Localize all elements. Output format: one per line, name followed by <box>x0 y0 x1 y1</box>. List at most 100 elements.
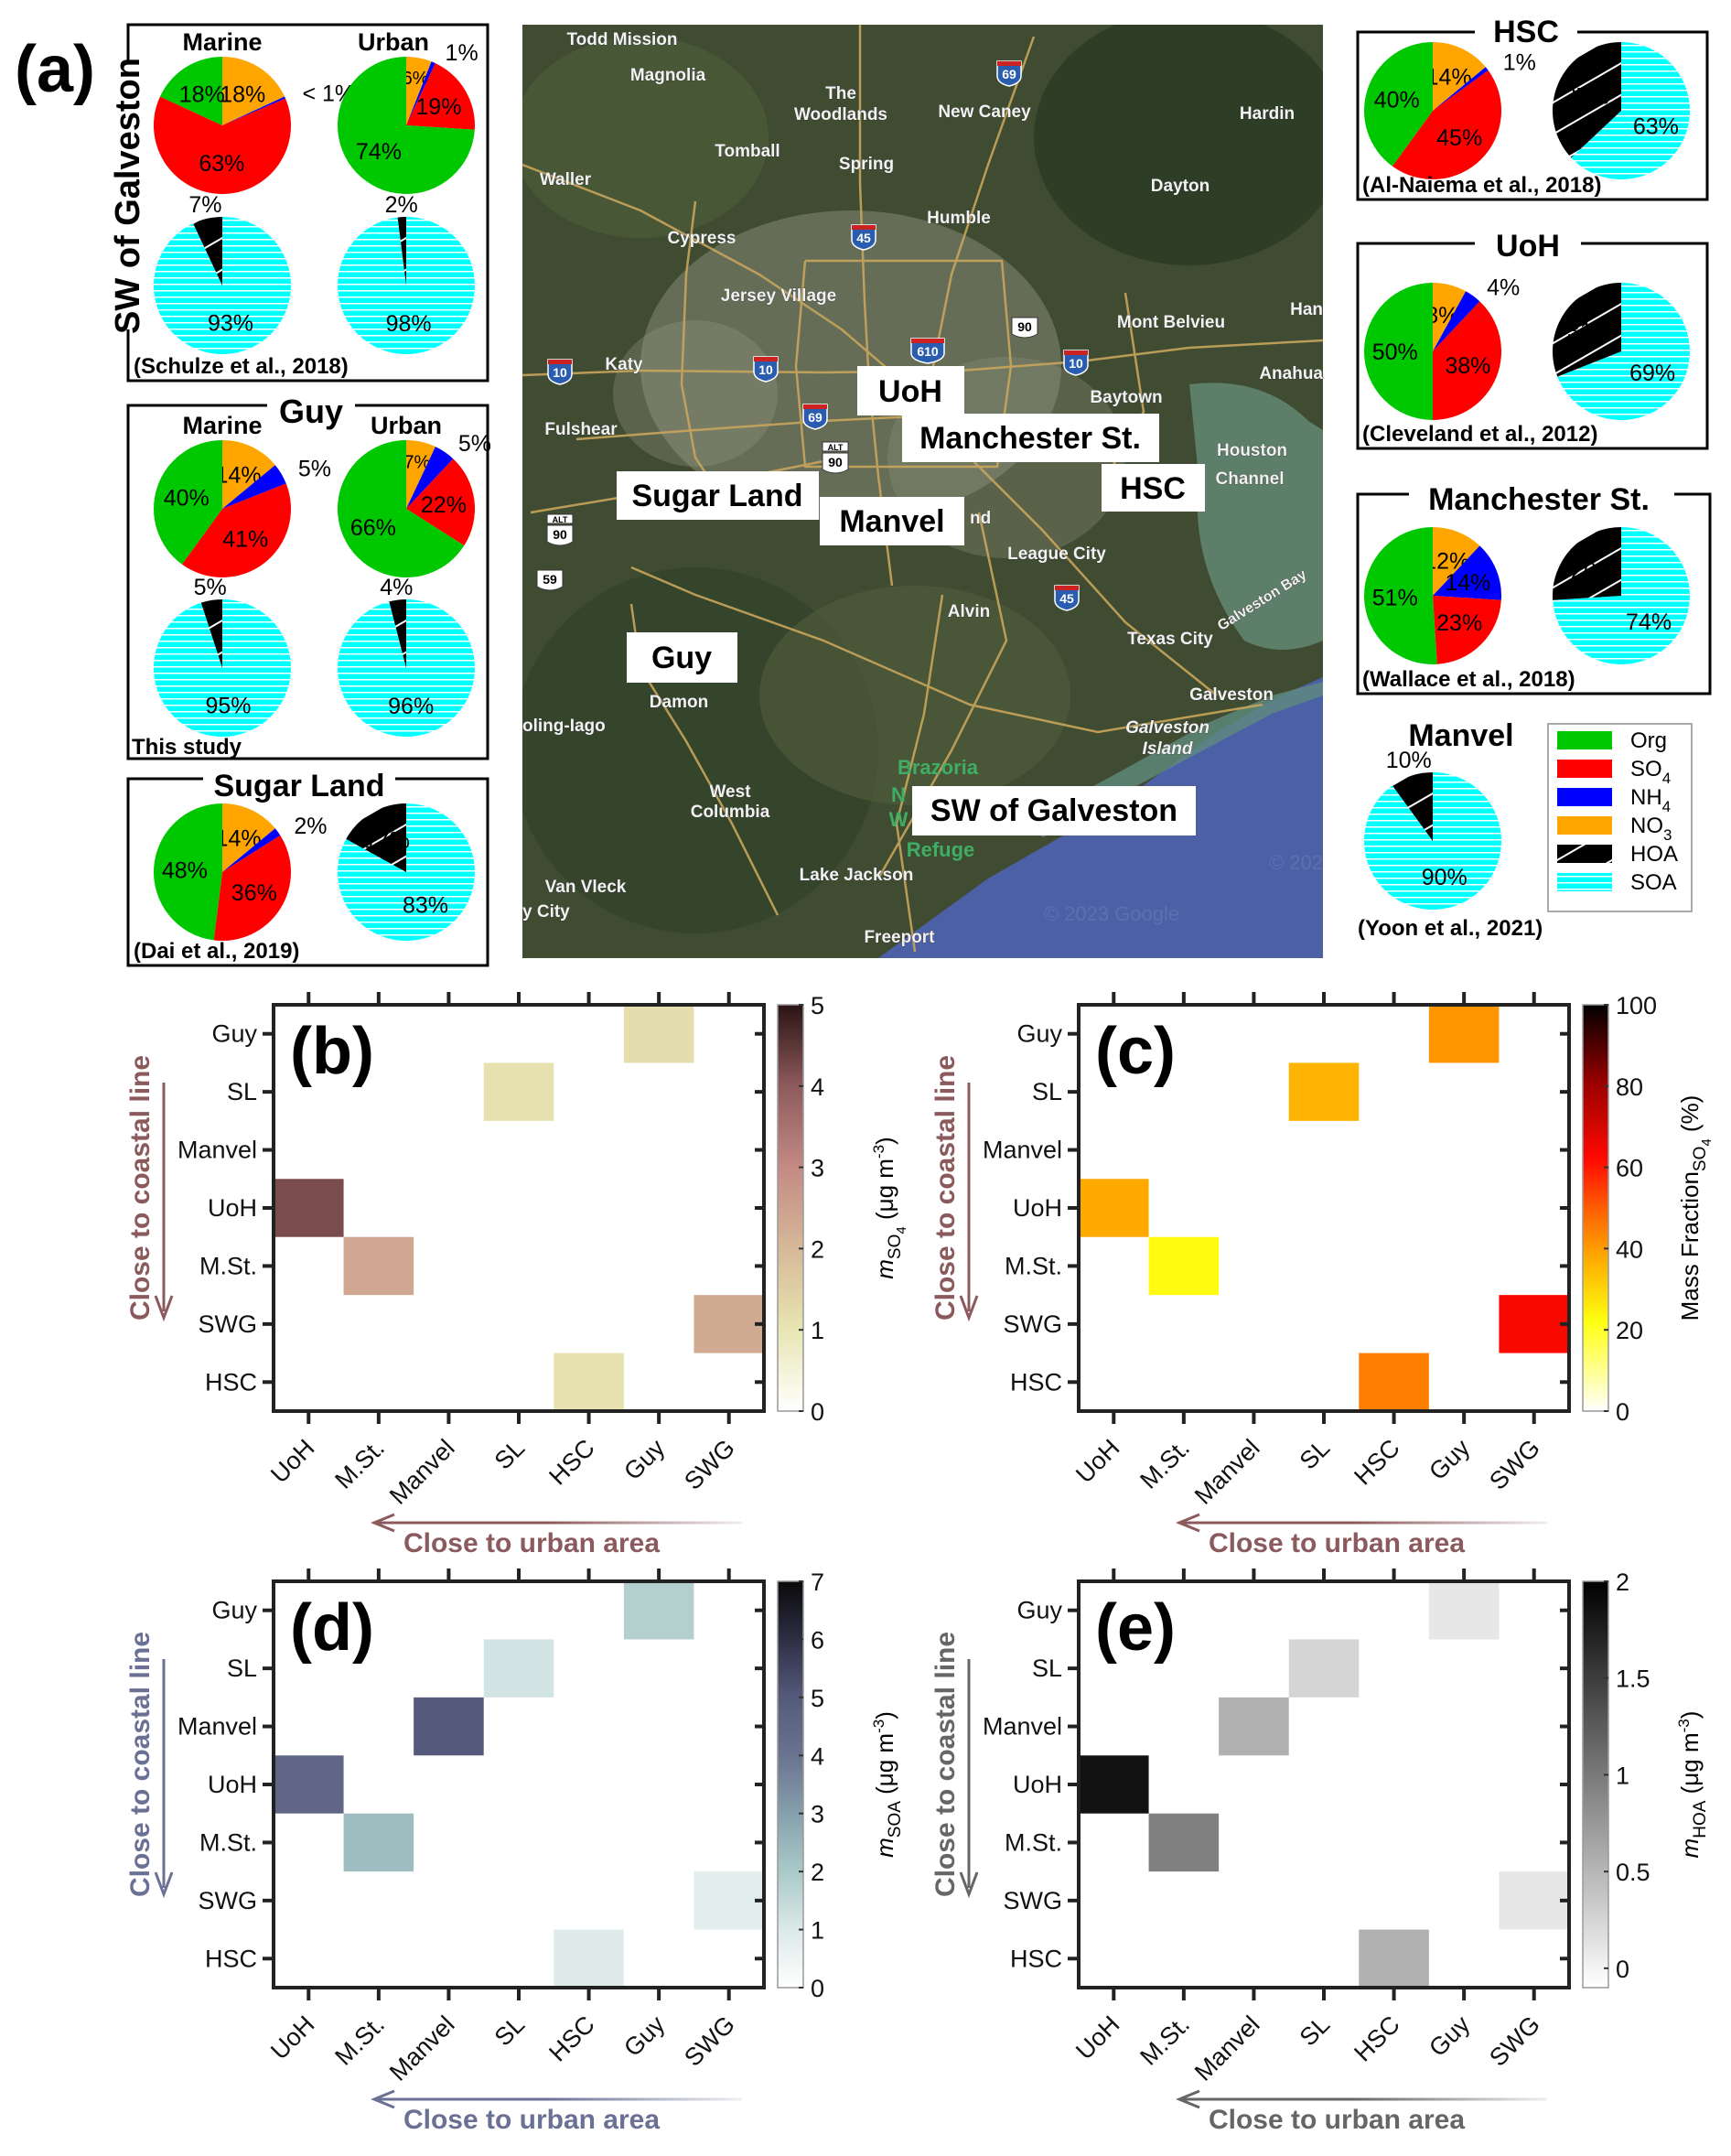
pie-slice-label: 41% <box>222 527 268 553</box>
site-marker-hsc[interactable]: HSC <box>1102 464 1205 512</box>
legend-swatch-nh4 <box>1557 788 1612 806</box>
pie-slice-label: 63% <box>199 151 244 177</box>
satellite-map[interactable]: Todd Mission Magnolia The Woodlands New … <box>512 9 1345 958</box>
pie-slice-so4 <box>181 483 291 577</box>
colorbar-tick-label: 0 <box>811 1398 824 1426</box>
pie-slice-label: 4% <box>380 575 413 600</box>
shield-number: 610 <box>917 344 939 359</box>
place-label: Alvin <box>948 602 990 621</box>
pie-slice-no3 <box>1433 283 1467 351</box>
y-tick-label: SL <box>227 1078 257 1105</box>
heatmap-cell <box>1079 1755 1149 1814</box>
x-tick-label: SWG <box>679 1434 740 1495</box>
map-place-labels: Todd Mission Magnolia The Woodlands New … <box>522 30 1324 948</box>
pie-slice-label: 17% <box>364 827 410 853</box>
citation: (Al-Naiema et al., 2018) <box>1362 173 1601 198</box>
place-label: Todd Mission <box>566 30 677 49</box>
shield-number: 69 <box>1002 67 1016 81</box>
x-tick-label: HSC <box>543 2010 600 2067</box>
pie-slice-label: 66% <box>350 515 396 541</box>
place-label: Jersey Village <box>721 286 836 306</box>
y-tick-label: Manvel <box>983 1137 1062 1164</box>
site-marker-uoh[interactable]: UoH <box>857 366 964 415</box>
colorbar-tick-label: 60 <box>1616 1155 1643 1182</box>
heatmap-cell <box>1499 1295 1569 1353</box>
pie-slice-nh4 <box>1433 67 1489 111</box>
pie-slice-label: 38% <box>1445 353 1490 379</box>
site-marker-manvel[interactable]: Manvel <box>820 497 964 545</box>
shield-number: 10 <box>1069 356 1083 371</box>
box-guy: Guy Marine Urban 14% 5%41%40% 7%5%22%66% … <box>126 389 491 760</box>
site-marker-manchester[interactable]: Manchester St. <box>902 414 1159 462</box>
colorbar-tick-label: 7 <box>811 1568 824 1596</box>
place-label: New Caney <box>938 102 1031 122</box>
pie-slice-label: 1% <box>446 40 478 66</box>
site-labels: UoH Manchester St. HSC Sugar Land Manvel… <box>617 366 1205 835</box>
interstate-shield-icon: 10 <box>1063 350 1089 376</box>
x-tick-label: SL <box>1295 1434 1336 1475</box>
box-manvel: Manvel 90% 10% (Yoon et al., 2021) <box>1358 718 1543 941</box>
pie-slice-nh4 <box>222 828 281 872</box>
pie-slice-org <box>1364 527 1437 664</box>
place-label: Anahua <box>1259 364 1323 383</box>
legend-label: Org <box>1630 728 1667 753</box>
pie-source-marine: 95% 5% <box>154 575 291 737</box>
box-title: Manchester St. <box>1428 482 1650 517</box>
box-hsc: HSC 14%1%45%40% 63%37% (Al-Naiema et al.… <box>1356 13 1709 201</box>
pie-slice-label: 98% <box>386 311 432 337</box>
pie-slice-hoa <box>1553 283 1621 377</box>
map-copyright-partial: © 202 <box>1269 851 1323 874</box>
y-tick-label: HSC <box>205 1945 257 1972</box>
place-label: Spring <box>839 155 894 174</box>
x-tick-label: M.St. <box>1134 2010 1195 2071</box>
y-tick-label: M.St. <box>199 1252 257 1279</box>
y-tick-label: M.St. <box>1005 1252 1062 1279</box>
place-label: Woodlands <box>794 105 887 124</box>
x-tick-label: Manvel <box>384 1434 460 1510</box>
pie-slice-nh4 <box>222 96 286 125</box>
pie-slice-hoa <box>389 599 406 668</box>
x-tick-label: SL <box>489 2010 531 2052</box>
pie-slice-label: 5% <box>458 431 491 457</box>
y-tick-label: SL <box>1032 1078 1062 1105</box>
x-axis-label: Close to urban area <box>1209 1528 1465 1558</box>
x-tick-label: HSC <box>1349 2010 1405 2067</box>
colorbar-tick-label: 2 <box>1616 1568 1629 1596</box>
pie-slice-label: 1% <box>1503 50 1536 76</box>
colorbar-tick-label: 4 <box>811 1742 824 1770</box>
subtitle-urban: Urban <box>371 412 442 439</box>
pie-slice-label: 51% <box>1372 585 1418 610</box>
arrow-left-icon <box>1176 2089 1200 2109</box>
heatmap-cell <box>414 1697 484 1756</box>
y-tick-label: SL <box>227 1655 257 1682</box>
heatmap-cell <box>274 1179 344 1237</box>
x-tick-label: Manvel <box>384 2010 460 2086</box>
heatmap-cell <box>483 1062 554 1121</box>
x-tick-label: M.St. <box>329 2010 390 2071</box>
y-tick-label: SL <box>1032 1655 1062 1682</box>
pie-slice-label: 7% <box>403 452 430 472</box>
box-title: Guy <box>279 393 343 430</box>
shield-number: 69 <box>808 410 822 425</box>
heatmap-cell <box>1148 1236 1220 1296</box>
pie-slice-label: 93% <box>208 310 253 336</box>
pie-source: 83% 17% <box>338 803 475 941</box>
x-tick-label: SWG <box>1484 1434 1545 1495</box>
place-label: Han <box>1290 300 1323 319</box>
pie-slice-label: 63% <box>1633 113 1679 139</box>
arrow-down-icon <box>154 1871 174 1899</box>
y-tick-label: HSC <box>1010 1368 1062 1396</box>
y-tick-label: Guy <box>211 1597 257 1624</box>
x-axis-label: Close to urban area <box>403 1528 660 1558</box>
shield-number: ALT <box>553 515 568 524</box>
place-label: Houston <box>1217 441 1287 460</box>
site-marker-sw-galveston[interactable]: SW of Galveston <box>912 786 1196 835</box>
site-marker-sugar-land[interactable]: Sugar Land <box>617 471 819 520</box>
x-tick-label: SWG <box>679 2010 740 2072</box>
y-tick-label: UoH <box>208 1194 257 1222</box>
site-marker-guy[interactable]: Guy <box>627 632 737 683</box>
box-uoh: UoH 8%4%38%50% 69%31% (Cleveland et al.,… <box>1356 226 1709 450</box>
pie-slice-so4 <box>406 458 475 546</box>
x-tick-label: UoH <box>265 2010 319 2064</box>
